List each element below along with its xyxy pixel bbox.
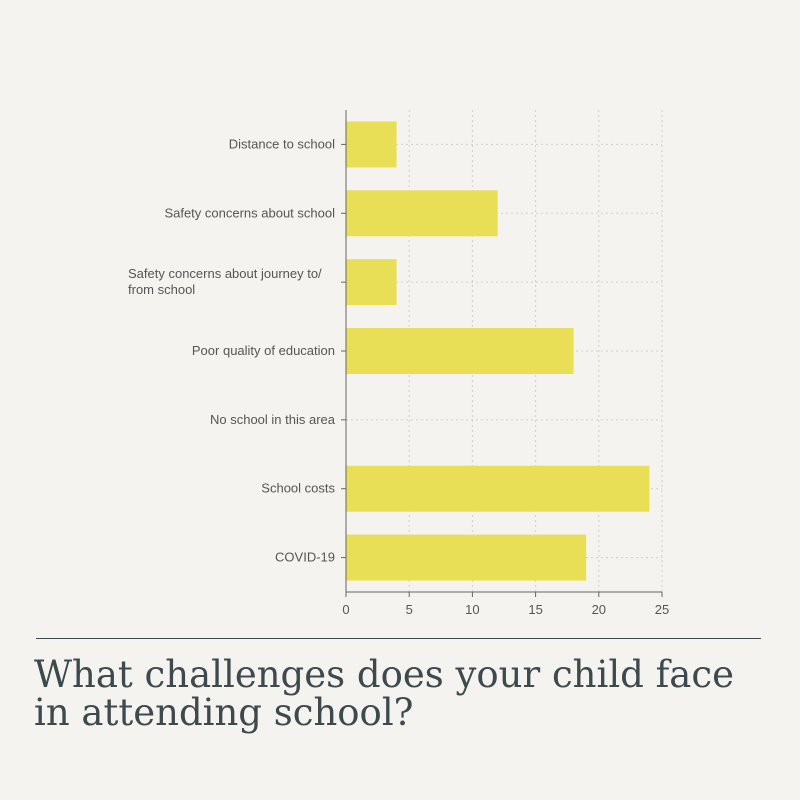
y-tick-label-5: School costs bbox=[261, 481, 335, 496]
y-tick-label-2: Safety concerns about journey to/from sc… bbox=[128, 266, 322, 297]
y-tick-label-0: Distance to school bbox=[229, 136, 335, 151]
bar-3 bbox=[346, 328, 574, 374]
bar-6 bbox=[346, 534, 587, 581]
y-tick-label-3: Poor quality of education bbox=[192, 343, 335, 358]
y-tick-label-1: Safety concerns about school bbox=[164, 205, 335, 220]
x-tick-label-1: 5 bbox=[406, 602, 413, 617]
bar-0 bbox=[346, 121, 397, 168]
x-tick-label-2: 10 bbox=[465, 602, 479, 617]
x-tick-label-0: 0 bbox=[342, 602, 349, 617]
y-tick-label-4: No school in this area bbox=[210, 412, 336, 427]
bar-1 bbox=[346, 190, 498, 237]
y-tick-label-6: COVID-19 bbox=[275, 550, 335, 565]
x-tick-label-4: 20 bbox=[592, 602, 606, 617]
x-tick-label-3: 15 bbox=[528, 602, 542, 617]
bar-2 bbox=[346, 259, 397, 306]
chart-title: What challenges does your child face in … bbox=[34, 653, 734, 734]
x-tick-label-5: 25 bbox=[655, 602, 669, 617]
title-divider bbox=[36, 638, 761, 639]
bar-chart: Distance to school Safety concerns about … bbox=[128, 110, 669, 617]
bar-5 bbox=[346, 465, 650, 512]
